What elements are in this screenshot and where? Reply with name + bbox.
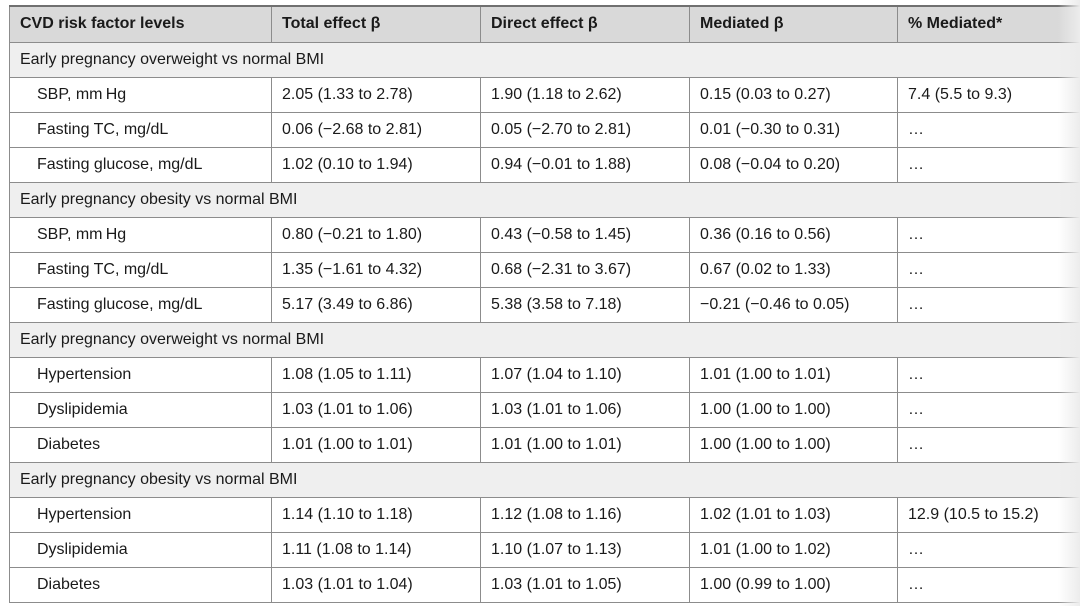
cell-factor: Dyslipidemia — [9, 531, 272, 568]
cell-direct: 0.68 (−2.31 to 3.67) — [480, 251, 690, 288]
cell-total: 1.35 (−1.61 to 4.32) — [271, 251, 481, 288]
cell-total: 1.01 (1.00 to 1.01) — [271, 426, 481, 463]
group-row: Early pregnancy overweight vs normal BMI — [9, 41, 1080, 78]
cell-percent: … — [897, 356, 1080, 393]
cell-total: 0.06 (−2.68 to 2.81) — [271, 111, 481, 148]
group-label: Early pregnancy overweight vs normal BMI — [9, 41, 1080, 78]
cell-mediated: 0.01 (−0.30 to 0.31) — [689, 111, 898, 148]
table-row: Diabetes 1.03 (1.01 to 1.04) 1.03 (1.01 … — [9, 566, 1080, 603]
cell-factor: Hypertension — [9, 496, 272, 533]
cell-mediated: 0.15 (0.03 to 0.27) — [689, 76, 898, 113]
cell-direct: 5.38 (3.58 to 7.18) — [480, 286, 690, 323]
header-row: CVD risk factor levels Total effect β Di… — [9, 5, 1080, 43]
cell-percent: … — [897, 566, 1080, 603]
cell-total: 1.08 (1.05 to 1.11) — [271, 356, 481, 393]
table-row: Fasting TC, mg/dL 0.06 (−2.68 to 2.81) 0… — [9, 111, 1080, 148]
cell-factor: SBP, mm Hg — [9, 216, 272, 253]
table-row: SBP, mm Hg 0.80 (−0.21 to 1.80) 0.43 (−0… — [9, 216, 1080, 253]
cell-direct: 0.43 (−0.58 to 1.45) — [480, 216, 690, 253]
cell-total: 5.17 (3.49 to 6.86) — [271, 286, 481, 323]
cell-total: 2.05 (1.33 to 2.78) — [271, 76, 481, 113]
cell-factor: Fasting TC, mg/dL — [9, 111, 272, 148]
cell-mediated: −0.21 (−0.46 to 0.05) — [689, 286, 898, 323]
cell-total: 1.11 (1.08 to 1.14) — [271, 531, 481, 568]
cell-direct: 0.94 (−0.01 to 1.88) — [480, 146, 690, 183]
header-percent-mediated: % Mediated* — [897, 5, 1080, 43]
cell-total: 1.03 (1.01 to 1.04) — [271, 566, 481, 603]
cell-factor: Hypertension — [9, 356, 272, 393]
cell-mediated: 1.00 (1.00 to 1.00) — [689, 391, 898, 428]
table-row: Hypertension 1.08 (1.05 to 1.11) 1.07 (1… — [9, 356, 1080, 393]
header-factor: CVD risk factor levels — [9, 5, 272, 43]
header-total-effect: Total effect β — [271, 5, 481, 43]
cell-mediated: 1.00 (0.99 to 1.00) — [689, 566, 898, 603]
cell-total: 1.02 (0.10 to 1.94) — [271, 146, 481, 183]
cell-percent: … — [897, 146, 1080, 183]
cell-total: 1.14 (1.10 to 1.18) — [271, 496, 481, 533]
cell-direct: 0.05 (−2.70 to 2.81) — [480, 111, 690, 148]
cell-mediated: 1.00 (1.00 to 1.00) — [689, 426, 898, 463]
group-label: Early pregnancy obesity vs normal BMI — [9, 461, 1080, 498]
cell-factor: Diabetes — [9, 426, 272, 463]
group-row: Early pregnancy obesity vs normal BMI — [9, 461, 1080, 498]
cell-percent: … — [897, 216, 1080, 253]
cell-direct: 1.10 (1.07 to 1.13) — [480, 531, 690, 568]
cell-factor: SBP, mm Hg — [9, 76, 272, 113]
cell-mediated: 0.08 (−0.04 to 0.20) — [689, 146, 898, 183]
group-label: Early pregnancy obesity vs normal BMI — [9, 181, 1080, 218]
cell-mediated: 1.02 (1.01 to 1.03) — [689, 496, 898, 533]
cell-percent: … — [897, 391, 1080, 428]
cell-direct: 1.03 (1.01 to 1.06) — [480, 391, 690, 428]
table-row: SBP, mm Hg 2.05 (1.33 to 2.78) 1.90 (1.1… — [9, 76, 1080, 113]
header-mediated: Mediated β — [689, 5, 898, 43]
group-label: Early pregnancy overweight vs normal BMI — [9, 321, 1080, 358]
cell-mediated: 0.36 (0.16 to 0.56) — [689, 216, 898, 253]
cell-total: 1.03 (1.01 to 1.06) — [271, 391, 481, 428]
cell-total: 0.80 (−0.21 to 1.80) — [271, 216, 481, 253]
cell-mediated: 0.67 (0.02 to 1.33) — [689, 251, 898, 288]
cell-percent: … — [897, 426, 1080, 463]
cell-direct: 1.03 (1.01 to 1.05) — [480, 566, 690, 603]
header-direct-effect: Direct effect β — [480, 5, 690, 43]
table-row: Hypertension 1.14 (1.10 to 1.18) 1.12 (1… — [9, 496, 1080, 533]
table-row: Fasting glucose, mg/dL 1.02 (0.10 to 1.9… — [9, 146, 1080, 183]
cell-percent: … — [897, 531, 1080, 568]
table-row: Diabetes 1.01 (1.00 to 1.01) 1.01 (1.00 … — [9, 426, 1080, 463]
table-row: Fasting TC, mg/dL 1.35 (−1.61 to 4.32) 0… — [9, 251, 1080, 288]
cell-direct: 1.12 (1.08 to 1.16) — [480, 496, 690, 533]
cell-factor: Fasting glucose, mg/dL — [9, 146, 272, 183]
cell-percent: 7.4 (5.5 to 9.3) — [897, 76, 1080, 113]
table-row: Dyslipidemia 1.03 (1.01 to 1.06) 1.03 (1… — [9, 391, 1080, 428]
cell-mediated: 1.01 (1.00 to 1.01) — [689, 356, 898, 393]
cell-factor: Fasting glucose, mg/dL — [9, 286, 272, 323]
cell-factor: Dyslipidemia — [9, 391, 272, 428]
cell-percent: … — [897, 251, 1080, 288]
cell-factor: Fasting TC, mg/dL — [9, 251, 272, 288]
cell-direct: 1.01 (1.00 to 1.01) — [480, 426, 690, 463]
table-row: Dyslipidemia 1.11 (1.08 to 1.14) 1.10 (1… — [9, 531, 1080, 568]
cell-percent: … — [897, 286, 1080, 323]
cell-factor: Diabetes — [9, 566, 272, 603]
group-row: Early pregnancy overweight vs normal BMI — [9, 321, 1080, 358]
cell-direct: 1.07 (1.04 to 1.10) — [480, 356, 690, 393]
table-row: Fasting glucose, mg/dL 5.17 (3.49 to 6.8… — [9, 286, 1080, 323]
mediation-table: CVD risk factor levels Total effect β Di… — [9, 5, 1080, 603]
cell-mediated: 1.01 (1.00 to 1.02) — [689, 531, 898, 568]
cell-percent: … — [897, 111, 1080, 148]
cell-direct: 1.90 (1.18 to 2.62) — [480, 76, 690, 113]
group-row: Early pregnancy obesity vs normal BMI — [9, 181, 1080, 218]
cell-percent: 12.9 (10.5 to 15.2) — [897, 496, 1080, 533]
